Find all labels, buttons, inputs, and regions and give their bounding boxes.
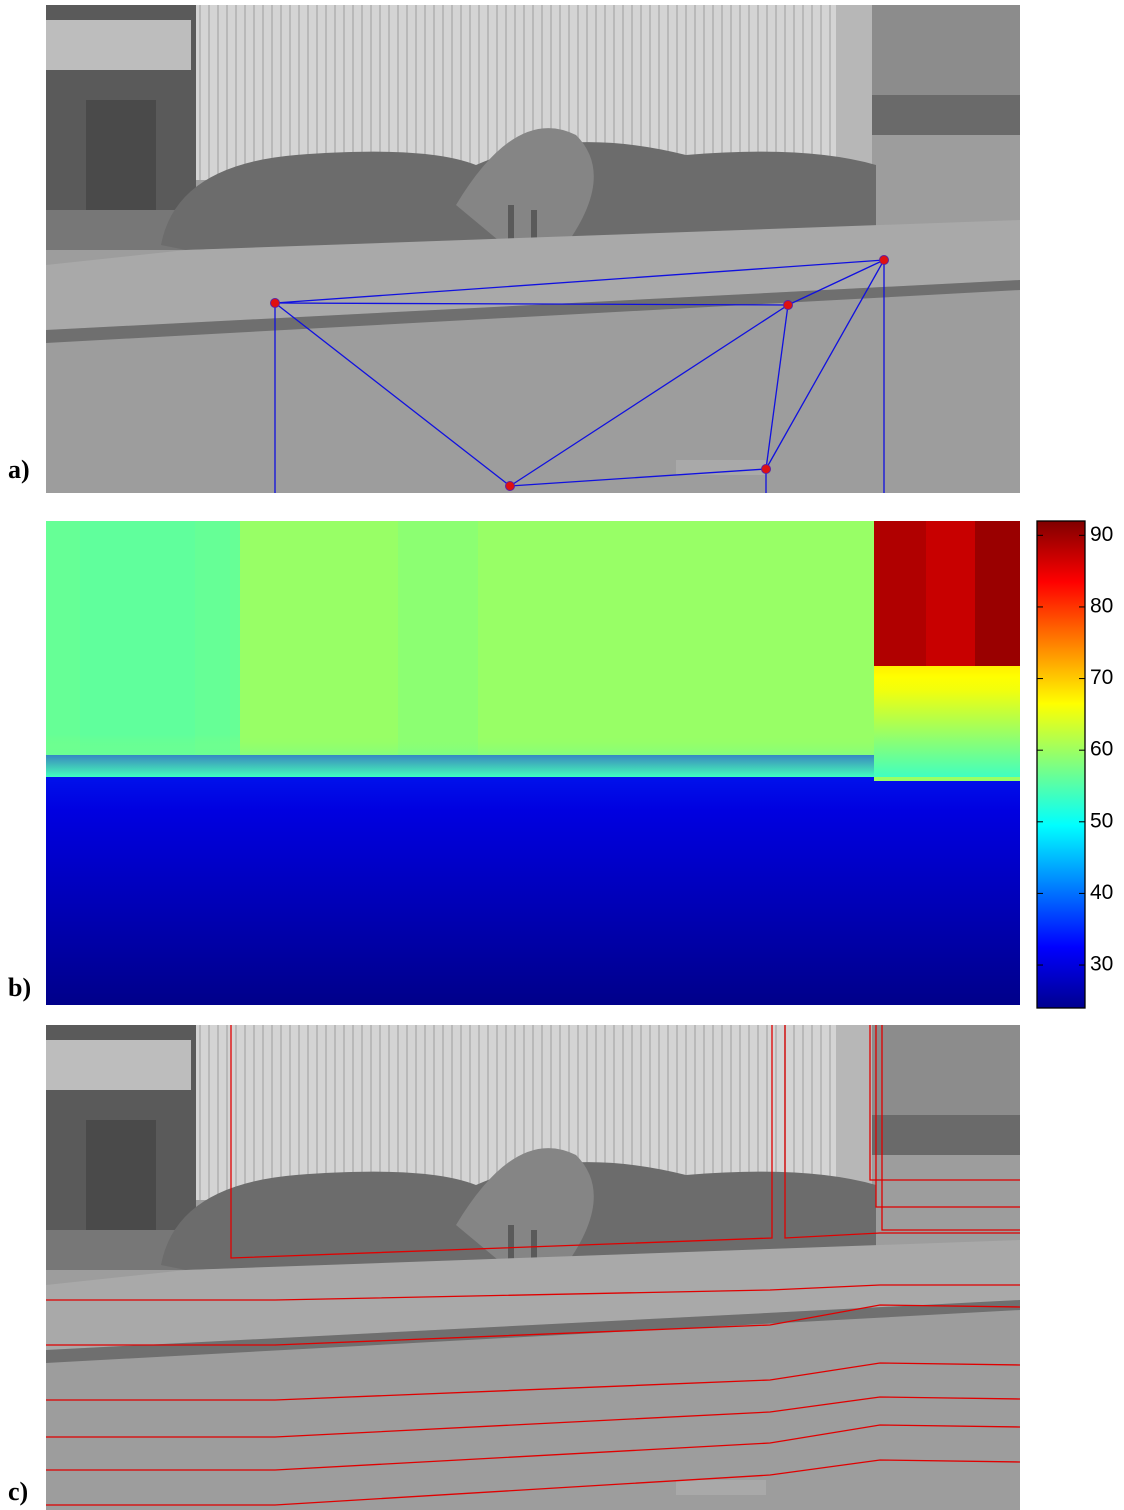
colorbar xyxy=(1037,521,1085,1008)
tick-label: 60 xyxy=(1090,738,1113,761)
panel-label: c) xyxy=(8,1477,28,1506)
photo-a xyxy=(46,5,1020,493)
panel-label: a) xyxy=(8,455,30,484)
tick-label: 70 xyxy=(1090,666,1113,689)
figure: a) 30 40 50 60 70 80 90 b) c) xyxy=(0,0,1124,1510)
tick-label: 80 xyxy=(1090,594,1113,617)
tick-label: 30 xyxy=(1090,953,1113,976)
panel-label: b) xyxy=(8,973,31,1002)
depth-map xyxy=(46,521,1020,1005)
tick-label: 90 xyxy=(1090,523,1113,546)
tick-label: 50 xyxy=(1090,809,1113,832)
tick-label: 40 xyxy=(1090,881,1113,904)
